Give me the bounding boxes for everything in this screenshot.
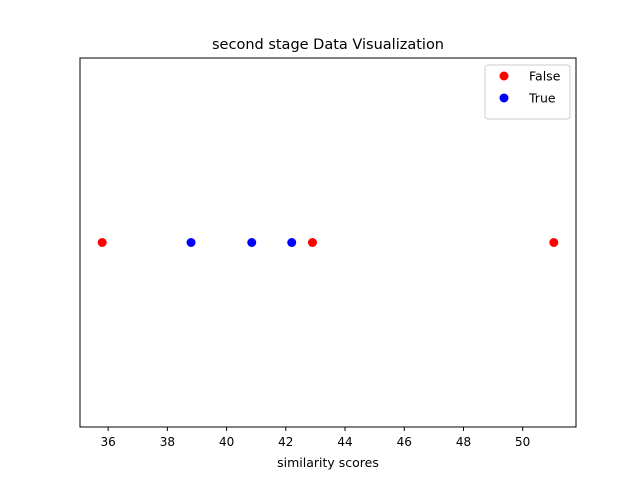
x-tick-label: 42	[278, 435, 293, 449]
x-tick-label: 50	[515, 435, 530, 449]
x-tick-label: 38	[160, 435, 175, 449]
x-axis-ticks: 36 38 40 42 44 46 48 50	[100, 427, 530, 449]
data-point-false-1	[307, 238, 317, 247]
data-point-false-2	[549, 238, 559, 247]
legend-label: True	[528, 91, 556, 106]
x-tick-label: 46	[397, 435, 412, 449]
legend-marker	[499, 93, 509, 103]
data-point-false-0	[97, 238, 107, 247]
x-tick-label: 40	[219, 435, 234, 449]
plot-area-frame	[79, 57, 577, 428]
x-tick-label: 44	[337, 435, 352, 449]
data-points	[97, 238, 559, 247]
x-tick-label: 48	[456, 435, 471, 449]
data-point-true-2	[287, 238, 297, 247]
x-tick-label: 36	[100, 435, 115, 449]
legend-label: False	[529, 69, 561, 84]
legend-marker	[499, 71, 509, 81]
data-point-true-1	[247, 238, 257, 247]
legend: False True	[484, 64, 571, 120]
chart-title: second stage Data Visualization	[212, 37, 444, 53]
x-axis-label: similarity scores	[277, 455, 379, 470]
data-point-true-0	[186, 238, 196, 247]
